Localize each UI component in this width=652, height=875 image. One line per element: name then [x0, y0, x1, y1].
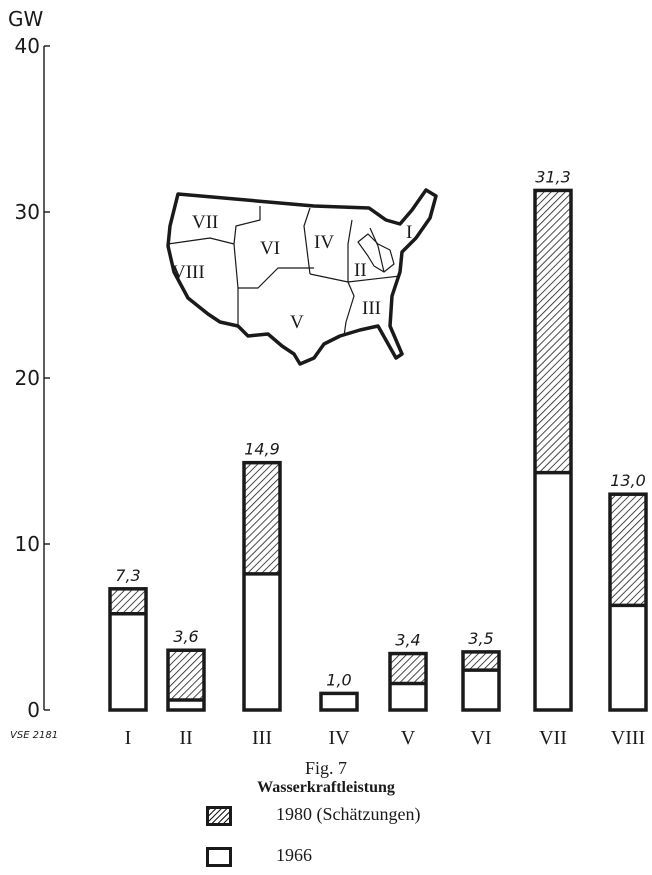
data-labels: 7,3 3,6 14,9 1,0 3,4 3,5 31,3 13,0 — [115, 167, 646, 689]
bar-value-label: 14,9 — [244, 440, 280, 459]
map-border-viii-vii — [167, 237, 235, 245]
bar-segment-1980 — [110, 588, 146, 614]
bar-segment-1980 — [390, 653, 426, 684]
map-border-viii-v — [233, 243, 239, 326]
category-labels: I II III IV V VI VII VIII — [125, 727, 646, 749]
bar-segment-1980 — [244, 462, 280, 574]
bars — [108, 188, 648, 712]
y-tick-label: 0 — [27, 698, 40, 722]
bar-value-label: 7,3 — [115, 566, 140, 585]
legend-swatch-white — [206, 847, 232, 867]
y-tick-label: 30 — [15, 200, 40, 224]
bar-outline — [242, 460, 282, 712]
map-label-iv: IV — [314, 232, 334, 253]
category-label: VIII — [611, 727, 645, 749]
bar-segment-1966 — [110, 613, 146, 710]
bar-segment-1980 — [168, 650, 204, 701]
map-border-vi-iv — [303, 207, 311, 275]
map-border-iv-ii — [347, 219, 353, 282]
map-label-i: I — [406, 222, 412, 243]
bar-value-label: 3,5 — [468, 629, 493, 648]
map-border-i-ii — [369, 227, 385, 273]
legend-label: 1980 (Schätzungen) — [276, 804, 421, 824]
bar-outline — [108, 587, 148, 712]
y-tick-label: 10 — [15, 532, 40, 556]
y-tick-label: 40 — [15, 34, 40, 58]
category-label: I — [125, 727, 132, 749]
bar-segment-1966 — [463, 670, 499, 710]
map-label-vi: VI — [260, 238, 280, 259]
bar-segment-1980 — [535, 190, 571, 473]
bar-segment-1966 — [168, 700, 204, 710]
map-label-vii: VII — [192, 212, 218, 233]
category-label: VII — [539, 727, 567, 749]
bar-value-label: 13,0 — [610, 471, 646, 490]
bar-segment-1966 — [244, 573, 280, 710]
y-tick-label: 20 — [15, 366, 40, 390]
map-label-ii: II — [354, 260, 367, 281]
bar-outline — [461, 650, 501, 712]
us-regions-map: VII VI IV I II VIII III V — [164, 186, 444, 375]
map-border-vi-v — [238, 267, 314, 289]
category-label: V — [401, 727, 416, 749]
bar-segment-1966 — [535, 472, 571, 710]
figure-title: Wasserkraftleistung — [257, 779, 395, 796]
map-border-iv-v — [309, 273, 349, 283]
source-code: VSE 2181 — [10, 730, 58, 741]
legend-swatch-hatched — [206, 806, 232, 826]
category-label: II — [179, 727, 192, 749]
map-label-viii: VIII — [172, 262, 205, 283]
bar-segment-1980 — [463, 651, 499, 671]
map-label-v: V — [290, 312, 304, 333]
y-axis-unit-label: GW — [8, 7, 43, 31]
category-label: IV — [328, 727, 350, 749]
bar-value-label: 1,0 — [326, 670, 351, 689]
category-label: III — [252, 727, 272, 749]
bar-segment-1966 — [390, 683, 426, 710]
bar-segment-1966 — [610, 605, 646, 710]
map-border-ii-iii — [347, 275, 401, 283]
bar-segment-1980 — [610, 494, 646, 606]
bar-value-label: 3,6 — [173, 627, 198, 646]
category-label: VI — [470, 727, 491, 749]
y-axis: 0 10 20 30 40 — [15, 34, 50, 722]
bar-outline — [533, 188, 573, 712]
bar-segment-1966 — [321, 693, 357, 710]
bar-outline — [166, 648, 206, 712]
great-lakes — [357, 233, 395, 273]
bar-outline — [319, 691, 359, 712]
bar-value-label: 31,3 — [535, 167, 571, 186]
bar-outline — [608, 492, 648, 712]
map-outline — [166, 188, 438, 366]
bar-value-label: 3,4 — [395, 631, 420, 650]
figure-number: Fig. 7 — [304, 758, 347, 778]
map-label-iii: III — [362, 298, 381, 319]
map-border-vii-vi — [233, 206, 261, 245]
legend-label: 1966 — [276, 845, 312, 865]
map-border-iii — [343, 281, 355, 337]
